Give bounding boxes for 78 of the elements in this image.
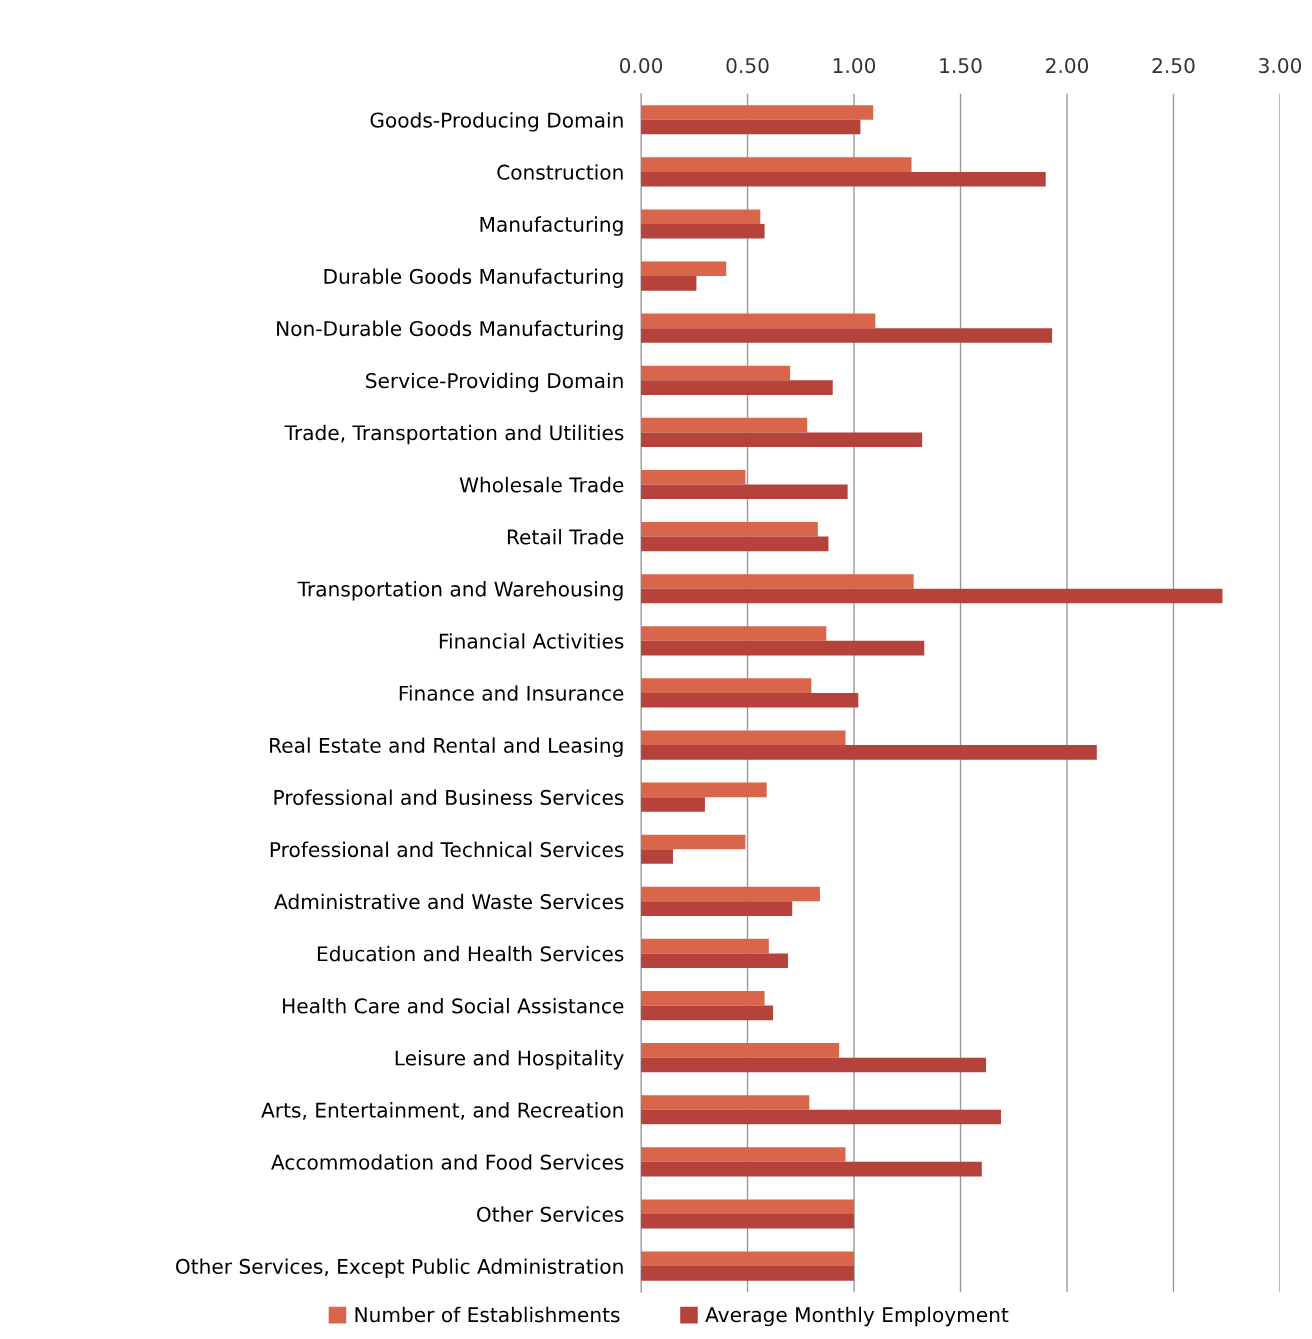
bar: [641, 469, 746, 485]
bar: [641, 1213, 855, 1229]
y-tick-label: Construction: [497, 164, 623, 180]
legend-label: Average Monthly Employment: [705, 1306, 1009, 1327]
y-tick-label: Finance and Insurance: [399, 685, 624, 701]
bar: [641, 730, 846, 746]
bar: [641, 484, 848, 500]
y-tick-label: Durable Goods Manufacturing: [324, 268, 623, 288]
x-tick-label: 2.00: [1046, 57, 1089, 74]
y-tick-label: Professional and Technical Services: [270, 841, 624, 858]
y-tick-label: Retail Trade: [507, 528, 624, 545]
bar: [641, 1251, 855, 1267]
bar: [641, 119, 861, 135]
bar: [641, 1266, 855, 1281]
y-tick-label: Other Services, Except Public Administration: [176, 1258, 623, 1278]
bar: [641, 1005, 774, 1021]
bar: [641, 209, 761, 224]
y-tick-label: Leisure and Hospitality: [395, 1050, 624, 1070]
y-tick-label: Non-Durable Goods Manufacturing: [277, 320, 623, 341]
bar: [641, 797, 705, 812]
bar: [641, 849, 673, 864]
bar: [641, 522, 818, 537]
bar: [641, 953, 788, 969]
y-tick-label: Transportation and Warehousing: [297, 581, 623, 601]
x-tick-label: 0.50: [726, 57, 769, 74]
bar: [641, 678, 812, 693]
y-tick-label: Real Estate and Rental and Leasing: [270, 737, 623, 757]
y-tick-label: Wholesale Trade: [459, 476, 624, 493]
bar: [641, 886, 820, 902]
bar: [641, 276, 697, 291]
bar: [641, 1161, 982, 1177]
bar: [641, 365, 791, 381]
bar: [641, 640, 925, 656]
bar: [641, 1095, 810, 1110]
x-tick-label: 1.50: [940, 57, 982, 74]
bar: [641, 223, 765, 239]
bar: [641, 692, 859, 708]
bar: [641, 1199, 855, 1214]
legend-label: Number of Establishments: [355, 1306, 620, 1323]
bar: [641, 834, 746, 850]
bar: [641, 313, 876, 329]
y-tick-label: Education and Health Services: [317, 945, 624, 962]
x-tick-label: 2.50: [1152, 57, 1195, 74]
bar: [641, 1109, 1001, 1125]
bar: [641, 574, 914, 589]
y-tick-label: Professional and Business Services: [274, 789, 624, 806]
y-tick-label: Service-Providing Domain: [366, 372, 623, 393]
bar: [641, 1043, 840, 1058]
bar: [641, 938, 769, 954]
bar: [641, 782, 767, 798]
y-tick-label: Accommodation and Food Services: [271, 1154, 624, 1170]
x-tick-label: 0.00: [619, 57, 663, 74]
y-tick-label: Manufacturing: [480, 216, 623, 236]
bar: [641, 626, 827, 641]
y-tick-label: Administrative and Waste Services: [274, 893, 624, 910]
bar: [641, 588, 1223, 604]
y-tick-label: Financial Activities: [439, 633, 624, 649]
y-tick-label: Health Care and Social Assistance: [283, 997, 624, 1014]
bar: [641, 328, 1053, 343]
bar: [641, 990, 765, 1006]
bar: [641, 157, 912, 172]
bar: [641, 261, 727, 277]
bar: [641, 432, 923, 447]
y-tick-label: Goods-Producing Domain: [370, 112, 623, 132]
bar: [641, 105, 874, 120]
bar: [641, 745, 1097, 760]
bar: [641, 380, 833, 395]
y-tick-label: Trade, Transportation and Utilities: [284, 424, 624, 445]
bar: [641, 171, 1046, 187]
x-tick-label: 3.00: [1259, 57, 1302, 74]
bar: [641, 536, 829, 552]
y-tick-label: Other Services: [477, 1206, 624, 1222]
bar: [641, 1057, 987, 1073]
bar: [641, 1147, 846, 1162]
x-tick-label: 1.00: [833, 57, 876, 74]
bar: [641, 901, 793, 916]
bar: [641, 417, 808, 433]
y-tick-label: Arts, Entertainment, and Recreation: [261, 1102, 623, 1120]
